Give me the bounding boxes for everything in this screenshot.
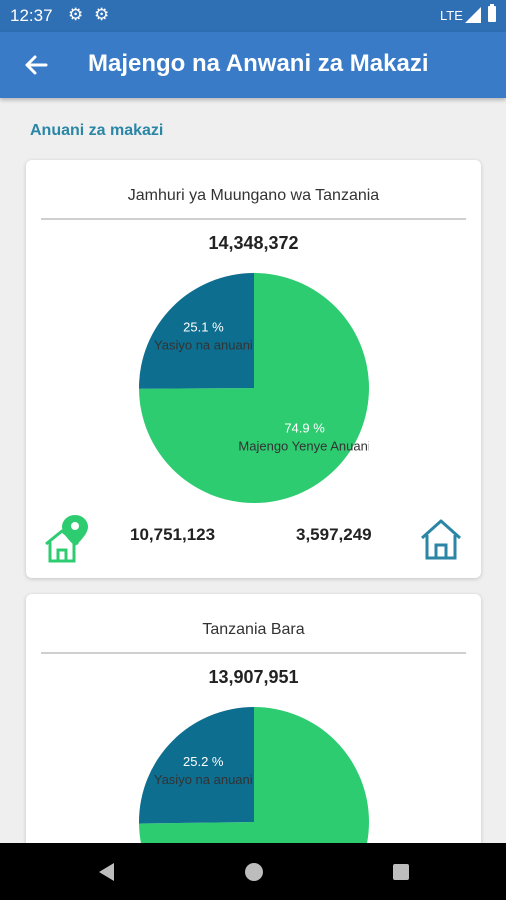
with-address-count: 10,751,123 bbox=[130, 525, 216, 544]
pie-slice bbox=[139, 707, 254, 824]
pie-slice bbox=[139, 273, 254, 389]
pie-slice-label: Yasiyo na anuani bbox=[154, 772, 253, 787]
pie-slice bbox=[139, 707, 369, 864]
signal-icon bbox=[465, 7, 481, 23]
card-total: 14,348,372 bbox=[208, 233, 299, 253]
without-address-count: 3,597,249 bbox=[296, 525, 372, 544]
circle-home-icon[interactable] bbox=[243, 861, 265, 883]
house-pin-icon bbox=[45, 515, 88, 563]
card-total: 13,907,951 bbox=[208, 667, 299, 687]
stats-card: Tanzania Bara 13,907,951 Majengo Yenye A… bbox=[26, 594, 481, 864]
pie-slice-label: Majengo Yenye Anuani bbox=[238, 438, 369, 453]
network-type: LTE bbox=[440, 8, 463, 23]
status-bar: 12:37 ⚙ ⚙ LTE bbox=[0, 0, 506, 32]
system-nav-bar bbox=[0, 843, 506, 900]
divider bbox=[41, 652, 466, 654]
pie-percent-label: 25.1 % bbox=[183, 320, 224, 335]
status-time: 12:37 bbox=[10, 6, 53, 25]
app-bar: Majengo na Anwani za Makazi bbox=[0, 32, 506, 98]
card-region: Tanzania Bara bbox=[202, 621, 305, 638]
page-title: Majengo na Anwani za Makazi bbox=[88, 50, 429, 77]
pie-chart: 74.9 % Majengo Yenye Anuani 25.1 % Yasiyo n… bbox=[139, 273, 369, 503]
arrow-left-icon[interactable] bbox=[20, 49, 52, 81]
house-icon bbox=[420, 519, 462, 560]
gear-icon: ⚙ bbox=[94, 5, 110, 24]
gear-icon: ⚙ bbox=[68, 5, 84, 24]
battery-icon bbox=[488, 4, 496, 22]
square-recents-icon[interactable] bbox=[390, 861, 412, 883]
divider bbox=[41, 218, 466, 220]
pie-percent-label: 25.2 % bbox=[183, 754, 224, 769]
triangle-back-icon[interactable] bbox=[96, 861, 118, 883]
pie-percent-label: 74.9 % bbox=[284, 420, 325, 435]
pie-slice bbox=[139, 273, 369, 503]
section-title: Anuani za makazi bbox=[30, 122, 164, 139]
stats-card: Jamhuri ya Muungano wa Tanzania 14,348,3… bbox=[26, 160, 481, 578]
pie-slice-label: Yasiyo na anuani bbox=[154, 338, 253, 353]
card-region: Jamhuri ya Muungano wa Tanzania bbox=[127, 187, 380, 204]
